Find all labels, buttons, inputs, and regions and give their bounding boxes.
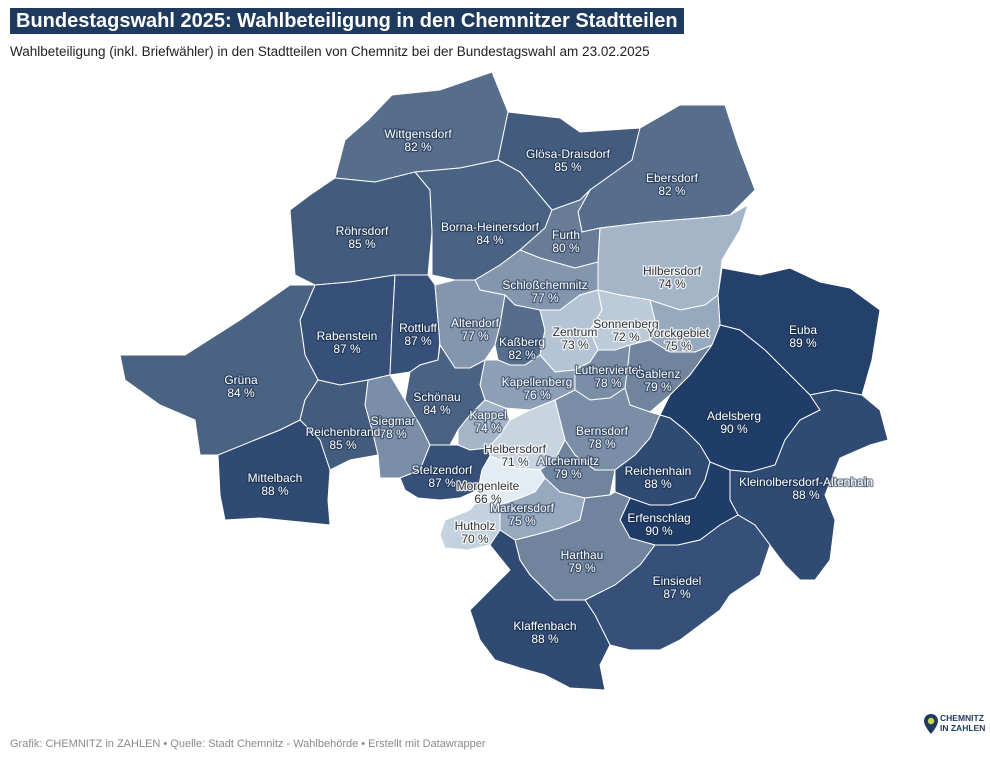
- value-stelzendorf: 87 %: [428, 476, 456, 490]
- label-zentrum: Zentrum: [553, 325, 598, 339]
- label-erfenschlag: Erfenschlag: [627, 511, 690, 525]
- label-sonnenberg: Sonnenberg: [593, 317, 658, 331]
- brand-logo: CHEMNITZ IN ZAHLEN: [924, 713, 986, 735]
- value-borna-heinersdorf: 84 %: [476, 233, 504, 247]
- label-hutholz: Hutholz: [455, 519, 496, 533]
- value-reichenbrand: 85 %: [329, 438, 357, 452]
- label-kappel: Kappel: [469, 408, 506, 422]
- value-lutherviertel: 78 %: [594, 376, 622, 390]
- value-furth: 80 %: [552, 241, 580, 255]
- label-rabenstein: Rabenstein: [317, 329, 378, 343]
- label-klaffenbach: Klaffenbach: [513, 619, 576, 633]
- label-furth: Furth: [552, 228, 580, 242]
- value-kappel: 74 %: [474, 421, 502, 435]
- value-erfenschlag: 90 %: [645, 524, 673, 538]
- label-roehrsdorf: Röhrsdorf: [336, 224, 389, 238]
- label-mittelbach: Mittelbach: [248, 471, 303, 485]
- label-reichenbrand: Reichenbrand: [306, 425, 381, 439]
- label-adelsberg: Adelsberg: [707, 409, 761, 423]
- value-schlosschemnitz: 77 %: [531, 291, 559, 305]
- label-reichenhain: Reichenhain: [625, 464, 692, 478]
- value-kleinolbersdorf-altenhain: 88 %: [792, 488, 820, 502]
- chart-title: Bundestagswahl 2025: Wahlbeteiligung in …: [10, 8, 684, 34]
- value-kassberg: 82 %: [508, 348, 536, 362]
- district-mittelbach[interactable]: [217, 419, 331, 526]
- value-mittelbach: 88 %: [261, 484, 289, 498]
- label-lutherviertel: Lutherviertel: [575, 363, 641, 377]
- label-kassberg: Kaßberg: [499, 335, 545, 349]
- label-rottluff: Rottluff: [399, 321, 437, 335]
- value-schoenau: 84 %: [423, 403, 451, 417]
- label-euba: Euba: [789, 323, 817, 337]
- logo-text: CHEMNITZ IN ZAHLEN: [940, 713, 985, 733]
- label-bernsdorf: Bernsdorf: [576, 424, 629, 438]
- label-helbersdorf: Helbersdorf: [484, 442, 547, 456]
- value-altendorf: 77 %: [461, 329, 489, 343]
- value-hutholz: 70 %: [461, 532, 489, 546]
- value-yorckgebiet: 75 %: [664, 339, 692, 353]
- value-rottluff: 87 %: [404, 334, 432, 348]
- logo-line-2: IN ZAHLEN: [940, 723, 986, 733]
- footer-credit: Grafik: CHEMNITZ in ZAHLEN • Quelle: Sta…: [10, 738, 486, 750]
- value-roehrsdorf: 85 %: [348, 237, 376, 251]
- value-rabenstein: 87 %: [333, 342, 361, 356]
- label-wittgensdorf: Wittgensdorf: [384, 127, 452, 141]
- label-yorckgebiet: Yorckgebiet: [647, 326, 710, 340]
- value-wittgensdorf: 82 %: [404, 140, 432, 154]
- label-siegmar: Siegmar: [371, 414, 416, 428]
- value-harthau: 79 %: [568, 561, 596, 575]
- label-altendorf: Altendorf: [451, 316, 500, 330]
- value-hilbersdorf: 74 %: [658, 277, 686, 291]
- district-shapes: [119, 71, 889, 691]
- value-ebersdorf: 82 %: [658, 184, 686, 198]
- label-gruena: Grüna: [224, 373, 258, 387]
- label-stelzendorf: Stelzendorf: [412, 463, 473, 477]
- value-sonnenberg: 72 %: [612, 330, 640, 344]
- label-kapellenberg: Kapellenberg: [502, 375, 573, 389]
- label-hilbersdorf: Hilbersdorf: [643, 264, 702, 278]
- district-kleinolbersdorf-altenhain[interactable]: [729, 389, 889, 581]
- value-reichenhain: 88 %: [644, 477, 672, 491]
- value-adelsberg: 90 %: [720, 422, 748, 436]
- value-klaffenbach: 88 %: [531, 632, 559, 646]
- chart-subtitle: Wahlbeteiligung (inkl. Briefwähler) in d…: [10, 44, 650, 59]
- label-gloesa-draisdorf: Glösa-Draisdorf: [526, 147, 611, 161]
- value-gablenz: 79 %: [644, 380, 672, 394]
- value-helbersdorf: 71 %: [501, 455, 529, 469]
- pin-logo-icon: [924, 714, 938, 734]
- value-gloesa-draisdorf: 85 %: [554, 160, 582, 174]
- label-borna-heinersdorf: Borna-Heinersdorf: [441, 220, 540, 234]
- label-harthau: Harthau: [561, 548, 604, 562]
- logo-line-1: CHEMNITZ: [940, 713, 984, 723]
- value-zentrum: 73 %: [561, 338, 589, 352]
- value-kapellenberg: 76 %: [523, 388, 551, 402]
- label-ebersdorf: Ebersdorf: [646, 171, 699, 185]
- value-altchemnitz: 79 %: [554, 467, 582, 481]
- value-siegmar: 78 %: [379, 427, 407, 441]
- value-bernsdorf: 78 %: [588, 437, 616, 451]
- label-kleinolbersdorf-altenhain: Kleinolbersdorf-Altenhain: [739, 475, 873, 489]
- label-schoenau: Schönau: [413, 390, 460, 404]
- value-gruena: 84 %: [227, 386, 255, 400]
- label-einsiedel: Einsiedel: [653, 574, 702, 588]
- label-altchemnitz: Altchemnitz: [537, 454, 599, 468]
- value-morgenleite: 66 %: [474, 492, 502, 506]
- label-markersdorf: Markersdorf: [490, 501, 555, 515]
- value-einsiedel: 87 %: [663, 587, 691, 601]
- value-markersdorf: 75 %: [508, 514, 536, 528]
- district-klaffenbach[interactable]: [469, 529, 611, 691]
- label-morgenleite: Morgenleite: [457, 479, 520, 493]
- value-euba: 89 %: [789, 336, 817, 350]
- label-gablenz: Gablenz: [636, 367, 681, 381]
- label-schlosschemnitz: Schloßchemnitz: [502, 278, 587, 292]
